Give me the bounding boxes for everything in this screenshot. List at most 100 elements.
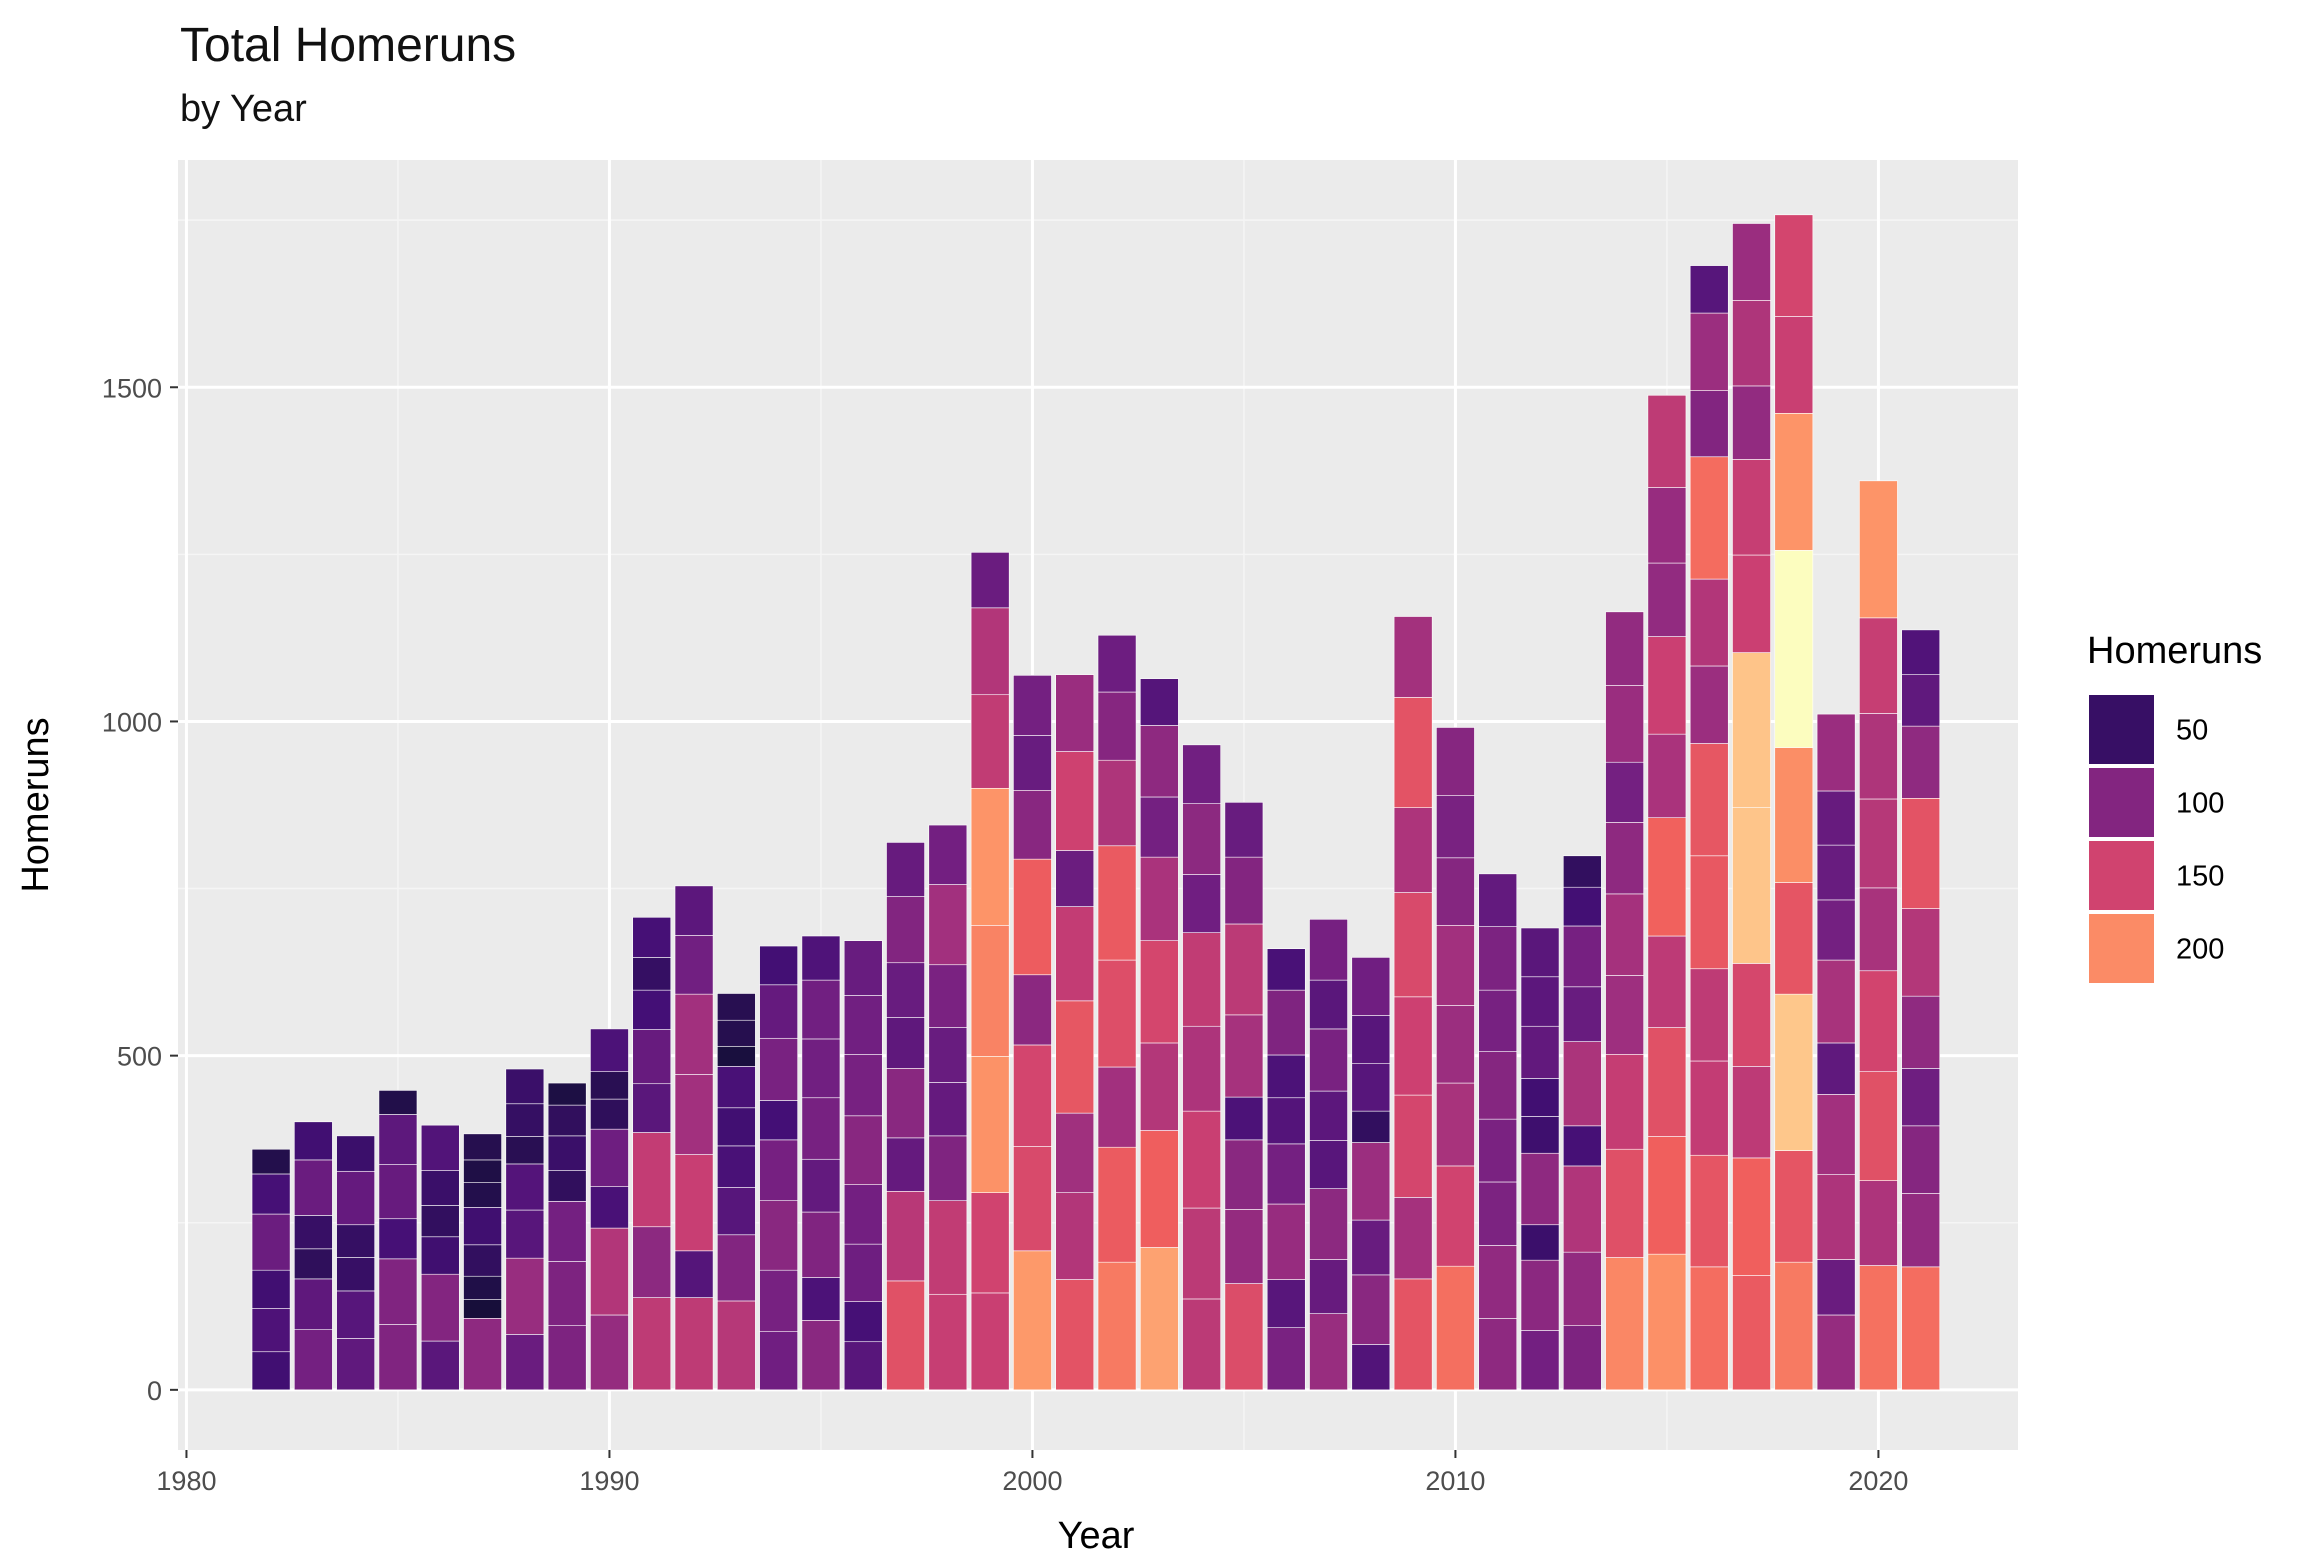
bar-segment (1351, 957, 1391, 1016)
bar-segment (1689, 1266, 1729, 1391)
bar-segment (1182, 744, 1221, 804)
bar-segment (1647, 1136, 1687, 1255)
bar-segment (1436, 1005, 1475, 1084)
bar-segment (843, 1341, 883, 1391)
bar-stack-1990 (590, 1028, 629, 1391)
bar-segment (378, 1258, 418, 1325)
x-tick-label: 2020 (1848, 1466, 1908, 1496)
bar-segment (1605, 1054, 1644, 1150)
bar-segment (1605, 975, 1644, 1055)
bar-segment (1436, 795, 1475, 859)
bar-segment (1774, 214, 1814, 317)
bar-segment (1055, 1279, 1095, 1391)
bar-segment (463, 1133, 502, 1161)
bar-segment (1309, 918, 1348, 981)
bar-segment (1859, 970, 1898, 1072)
bar-segment (843, 1301, 883, 1343)
bar-segment (463, 1244, 502, 1277)
bar-segment (1393, 996, 1433, 1096)
bar-segment (1139, 940, 1179, 1044)
bar-segment (1139, 796, 1179, 858)
bar-segment (1732, 385, 1771, 460)
bar-segment (1859, 887, 1898, 972)
bar-segment (886, 1017, 925, 1069)
bar-segment (928, 824, 968, 885)
x-tick-label: 1990 (579, 1466, 639, 1496)
bar-segment (970, 694, 1010, 789)
bar-segment (886, 842, 925, 897)
bar-segment (505, 1068, 545, 1105)
bar-segment (1013, 1146, 1052, 1252)
bar-segment (1478, 1181, 1518, 1246)
bar-segment (1182, 1110, 1221, 1209)
bar-stack-1997 (886, 842, 925, 1391)
bar-segment (336, 1290, 375, 1339)
bar-segment (801, 1158, 841, 1213)
bar-segment (1055, 1192, 1095, 1280)
bar-segment (717, 1107, 756, 1147)
bar-segment (1605, 893, 1644, 976)
x-tick-label: 2010 (1425, 1466, 1485, 1496)
bar-segment (1562, 925, 1602, 988)
bar-segment (1562, 1041, 1602, 1127)
bar-segment (1351, 1219, 1391, 1276)
bar-segment (1816, 1259, 1856, 1316)
bar-segment (928, 1027, 968, 1083)
bar-segment (928, 884, 968, 966)
bar-segment (1520, 1224, 1560, 1261)
bar-segment (1351, 1063, 1391, 1112)
legend-title: Homeruns (2087, 630, 2262, 672)
bar-segment (1774, 993, 1814, 1151)
bar-segment (1732, 652, 1771, 808)
bar-segment (928, 1135, 968, 1201)
legend-key (2085, 837, 2158, 914)
bar-segment (420, 1124, 460, 1171)
axis-layer: 1980 1990 2000 2010 2020 0 500 1000 1500 (102, 373, 1909, 1496)
bar-segment (336, 1338, 375, 1391)
bar-segment (505, 1257, 545, 1335)
bar-segment (1097, 845, 1137, 961)
bar-segment (1224, 1139, 1264, 1210)
bar-segment (251, 1351, 291, 1391)
bar-segment (547, 1201, 587, 1262)
bar-stack-2012 (1520, 927, 1560, 1391)
bar-segment (843, 1115, 883, 1185)
bar-segment (674, 993, 714, 1075)
bar-segment (1182, 1025, 1221, 1112)
bar-segment (1097, 634, 1137, 693)
bar-stack-2004 (1182, 744, 1221, 1391)
bar-segment (1013, 1250, 1052, 1391)
bar-segment (378, 1324, 418, 1391)
bar-segment (1266, 1097, 1306, 1145)
bar-stack-1985 (378, 1090, 418, 1391)
bar-segment (632, 1132, 672, 1228)
bar-stack-1993 (717, 993, 756, 1391)
bar-segment (1224, 802, 1264, 858)
bar-stack-2008 (1351, 957, 1391, 1391)
bar-segment (801, 1277, 841, 1321)
bar-segment (590, 1227, 629, 1316)
bar-stack-2000 (1013, 675, 1052, 1391)
bar-segment (1309, 1188, 1348, 1260)
bar-segment (251, 1269, 291, 1309)
bar-segment (1139, 1130, 1179, 1248)
bar-segment (1393, 697, 1433, 808)
bar-segment (717, 1145, 756, 1188)
bar-segment (1901, 908, 1941, 997)
bar-segment (420, 1236, 460, 1275)
bar-segment (547, 1261, 587, 1326)
bar-segment (1562, 855, 1602, 888)
bar-stack-1995 (801, 935, 841, 1391)
bar-segment (1732, 1275, 1771, 1391)
bar-segment (1774, 882, 1814, 995)
bar-segment (1732, 300, 1771, 387)
bar-segment (1351, 1344, 1391, 1391)
bar-segment (1097, 1261, 1137, 1391)
legend-key (2085, 910, 2158, 987)
bar-segment (1478, 926, 1518, 991)
bar-segment (970, 925, 1010, 1057)
bar-segment (1478, 1051, 1518, 1120)
bar-segment (1689, 855, 1729, 970)
bar-segment (1901, 1125, 1941, 1194)
